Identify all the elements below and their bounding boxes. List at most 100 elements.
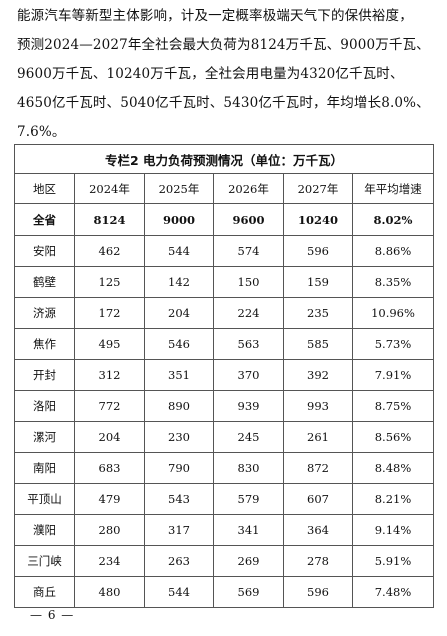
paragraph-line: 7.6%。 — [17, 124, 66, 140]
value-cell: 125 — [74, 266, 145, 298]
value-cell: 269 — [213, 545, 284, 577]
header-year-2027: 2027年 — [283, 173, 353, 204]
value-cell: 596 — [283, 576, 353, 608]
total-cell: 全省 — [14, 203, 75, 236]
region-cell: 洛阳 — [14, 390, 75, 422]
value-cell: 546 — [144, 328, 214, 360]
region-cell: 安阳 — [14, 235, 75, 267]
value-cell: 574 — [213, 235, 284, 267]
header-avg-growth: 年平均增速 — [352, 173, 434, 204]
value-cell: 8.48% — [352, 452, 434, 484]
value-cell: 263 — [144, 545, 214, 577]
table-row: 南阳 683 790 830 872 8.48% — [14, 452, 434, 484]
header-year-2024: 2024年 — [74, 173, 145, 204]
region-cell: 鹤壁 — [14, 266, 75, 298]
value-cell: 563 — [213, 328, 284, 360]
region-cell: 商丘 — [14, 576, 75, 608]
value-cell: 569 — [213, 576, 284, 608]
value-cell: 890 — [144, 390, 214, 422]
region-cell: 焦作 — [14, 328, 75, 360]
value-cell: 872 — [283, 452, 353, 484]
value-cell: 341 — [213, 514, 284, 546]
table-row: 三门峡 234 263 269 278 5.91% — [14, 545, 434, 577]
value-cell: 480 — [74, 576, 145, 608]
table-row: 漯河 204 230 245 261 8.56% — [14, 421, 434, 453]
value-cell: 204 — [74, 421, 145, 453]
table-row: 平顶山 479 543 579 607 8.21% — [14, 483, 434, 515]
value-cell: 10.96% — [352, 297, 434, 329]
value-cell: 280 — [74, 514, 145, 546]
value-cell: 607 — [283, 483, 353, 515]
total-cell: 9000 — [144, 203, 214, 236]
total-cell: 8124 — [74, 203, 145, 236]
value-cell: 462 — [74, 235, 145, 267]
total-cell: 8.02% — [352, 203, 434, 236]
total-cell: 9600 — [213, 203, 284, 236]
value-cell: 495 — [74, 328, 145, 360]
value-cell: 7.91% — [352, 359, 434, 391]
value-cell: 5.73% — [352, 328, 434, 360]
value-cell: 543 — [144, 483, 214, 515]
value-cell: 392 — [283, 359, 353, 391]
table-row: 安阳 462 544 574 596 8.86% — [14, 235, 434, 267]
value-cell: 9.14% — [352, 514, 434, 546]
paragraph-line: 能源汽车等新型主体影响，计及一定概率极端天气下的保供裕度， — [17, 8, 413, 24]
value-cell: 585 — [283, 328, 353, 360]
table-row: 濮阳 280 317 341 364 9.14% — [14, 514, 434, 546]
value-cell: 230 — [144, 421, 214, 453]
region-cell: 平顶山 — [14, 483, 75, 515]
value-cell: 8.75% — [352, 390, 434, 422]
region-cell: 濮阳 — [14, 514, 75, 546]
value-cell: 172 — [74, 297, 145, 329]
value-cell: 579 — [213, 483, 284, 515]
value-cell: 224 — [213, 297, 284, 329]
paragraph-line: 9600万千瓦、10240万千瓦，全社会用电量为4320亿千瓦时、 — [17, 66, 404, 82]
value-cell: 479 — [74, 483, 145, 515]
value-cell: 683 — [74, 452, 145, 484]
load-forecast-table: 专栏2 电力负荷预测情况（单位：万千瓦） 地区 2024年 2025年 2026… — [14, 144, 434, 608]
value-cell: 142 — [144, 266, 214, 298]
paragraph-line: 预测2024—2027年全社会最大负荷为8124万千瓦、9000万千瓦、 — [17, 37, 430, 53]
value-cell: 830 — [213, 452, 284, 484]
table-header-row: 地区 2024年 2025年 2026年 2027年 年平均增速 — [14, 173, 434, 204]
value-cell: 261 — [283, 421, 353, 453]
value-cell: 312 — [74, 359, 145, 391]
total-cell: 10240 — [283, 203, 353, 236]
value-cell: 317 — [144, 514, 214, 546]
body-paragraph: 能源汽车等新型主体影响，计及一定概率极端天气下的保供裕度， 预测2024—202… — [17, 2, 437, 147]
value-cell: 544 — [144, 576, 214, 608]
page-number: — 6 — — [30, 608, 75, 622]
table-caption-row: 专栏2 电力负荷预测情况（单位：万千瓦） — [14, 144, 434, 174]
value-cell: 150 — [213, 266, 284, 298]
value-cell: 364 — [283, 514, 353, 546]
region-cell: 南阳 — [14, 452, 75, 484]
region-cell: 漯河 — [14, 421, 75, 453]
value-cell: 8.86% — [352, 235, 434, 267]
value-cell: 234 — [74, 545, 145, 577]
value-cell: 245 — [213, 421, 284, 453]
header-region: 地区 — [14, 173, 75, 204]
value-cell: 204 — [144, 297, 214, 329]
region-cell: 开封 — [14, 359, 75, 391]
header-year-2025: 2025年 — [144, 173, 214, 204]
value-cell: 351 — [144, 359, 214, 391]
value-cell: 939 — [213, 390, 284, 422]
region-cell: 三门峡 — [14, 545, 75, 577]
header-year-2026: 2026年 — [213, 173, 284, 204]
province-total-row: 全省 8124 9000 9600 10240 8.02% — [14, 203, 434, 236]
value-cell: 8.35% — [352, 266, 434, 298]
value-cell: 370 — [213, 359, 284, 391]
table-row: 洛阳 772 890 939 993 8.75% — [14, 390, 434, 422]
table-row: 济源 172 204 224 235 10.96% — [14, 297, 434, 329]
value-cell: 993 — [283, 390, 353, 422]
table-row: 鹤壁 125 142 150 159 8.35% — [14, 266, 434, 298]
table-row: 商丘 480 544 569 596 7.48% — [14, 576, 434, 608]
value-cell: 772 — [74, 390, 145, 422]
value-cell: 596 — [283, 235, 353, 267]
paragraph-line: 4650亿千瓦时、5040亿千瓦时、5430亿千瓦时，年均增长8.0%、 — [17, 95, 430, 111]
value-cell: 159 — [283, 266, 353, 298]
value-cell: 7.48% — [352, 576, 434, 608]
value-cell: 544 — [144, 235, 214, 267]
table-caption: 专栏2 电力负荷预测情况（单位：万千瓦） — [14, 144, 434, 174]
value-cell: 8.56% — [352, 421, 434, 453]
